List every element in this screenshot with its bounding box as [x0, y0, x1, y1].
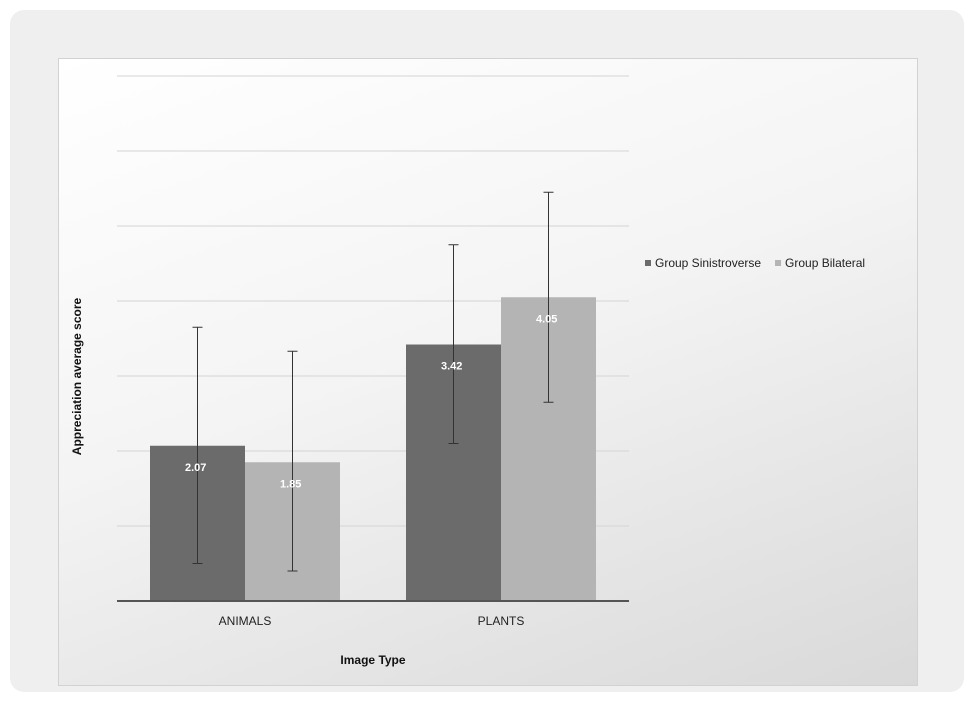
category-label: PLANTS — [478, 614, 525, 628]
error-bars — [192, 191, 554, 572]
data-label: 4.05 — [536, 313, 557, 325]
data-label: 1.85 — [280, 478, 301, 490]
category-labels: ANIMALS PLANTS — [219, 614, 525, 628]
legend-label: Group Bilateral — [785, 256, 865, 270]
data-label: 2.07 — [185, 462, 206, 474]
bar-chart: 2.07 1.85 3.42 4.05 ANIMALS PLANTS Image Typ… — [70, 75, 865, 667]
data-label: 3.42 — [441, 361, 462, 373]
data-labels: 2.07 1.85 3.42 4.05 — [185, 313, 557, 490]
category-label: ANIMALS — [219, 614, 272, 628]
legend-label: Group Sinistroverse — [655, 256, 761, 270]
chart-area: 2.07 1.85 3.42 4.05 ANIMALS PLANTS Image Typ… — [58, 58, 918, 686]
y-axis-title: Appreciation average score — [70, 297, 84, 455]
x-axis-title: Image Type — [340, 653, 405, 667]
legend-swatch — [775, 260, 782, 266]
figure-panel: 2.07 1.85 3.42 4.05 ANIMALS PLANTS Image Typ… — [10, 10, 964, 692]
legend-swatch — [645, 260, 651, 266]
legend: Group Sinistroverse Group Bilateral — [645, 256, 865, 270]
bars — [150, 297, 596, 601]
